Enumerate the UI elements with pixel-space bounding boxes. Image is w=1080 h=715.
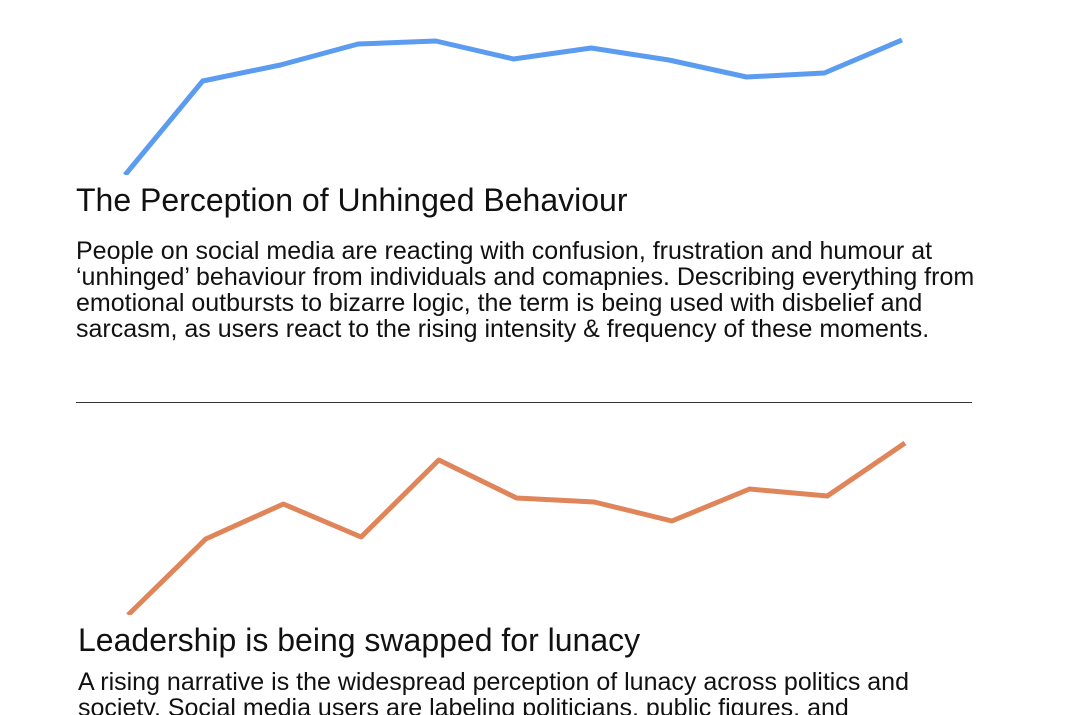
section-description: People on social media are reacting with… [76, 237, 975, 343]
section-title: Leadership is being swapped for lunacy [78, 622, 641, 658]
trend-line [123, 37, 903, 175]
section-description: A rising narrative is the widespread per… [78, 668, 909, 715]
trend-line [126, 440, 907, 615]
sparkline [126, 440, 907, 615]
sparkline [123, 37, 903, 175]
divider [76, 402, 972, 403]
section-title: The Perception of Unhinged Behaviour [76, 182, 628, 218]
